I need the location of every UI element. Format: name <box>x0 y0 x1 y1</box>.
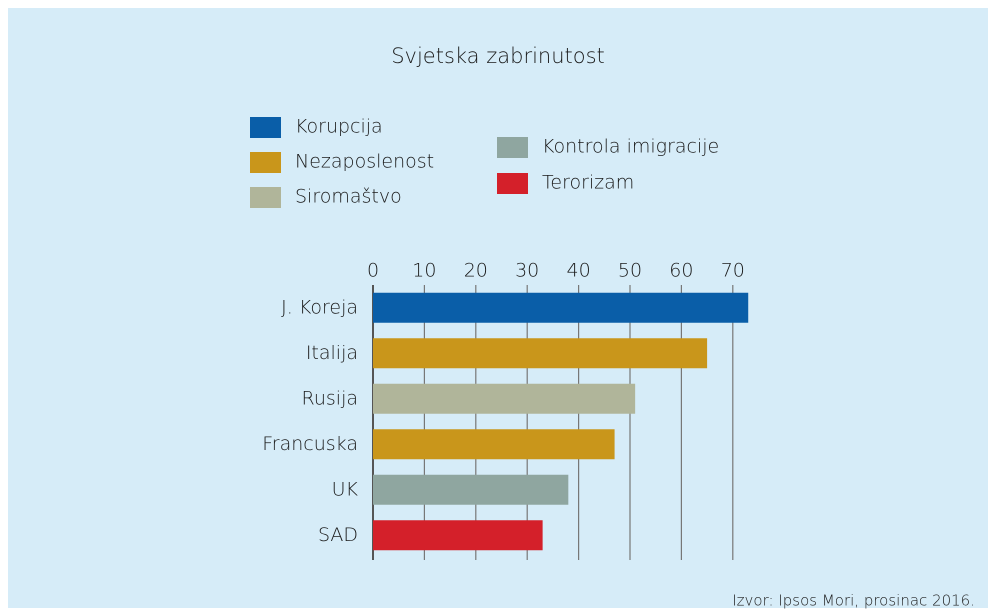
legend-label: Siromaštvo <box>295 186 402 208</box>
legend-label: Nezaposlenost <box>295 151 434 173</box>
y-tick-label: Rusija <box>302 387 359 409</box>
legend-label: Terorizam <box>542 172 634 194</box>
y-tick-label: SAD <box>318 524 358 546</box>
legend-swatch <box>250 187 281 208</box>
source-note: Izvor: Ipsos Mori, prosinac 2016. <box>732 592 975 610</box>
x-tick-label: 0 <box>367 260 379 282</box>
legend-swatch <box>497 173 528 194</box>
bar <box>373 292 749 323</box>
x-tick-label: 70 <box>721 260 745 282</box>
x-tick-label: 10 <box>412 260 436 282</box>
x-tick-label: 50 <box>618 260 642 282</box>
y-tick-label: Francuska <box>262 433 358 455</box>
y-tick-label: Italija <box>306 342 358 364</box>
x-tick-label: 20 <box>464 260 488 282</box>
y-tick-label: J. Koreja <box>281 296 358 318</box>
y-tick-label: UK <box>332 478 359 500</box>
bar <box>373 474 569 505</box>
legend-label: Korupcija <box>295 116 383 138</box>
bar <box>373 338 708 369</box>
bar <box>373 520 543 551</box>
chart-title: Svjetska zabrinutost <box>391 44 605 68</box>
bar <box>373 429 615 460</box>
legend-swatch <box>250 117 281 138</box>
legend-swatch <box>497 137 528 158</box>
legend-swatch <box>250 152 281 173</box>
legend-label: Kontrola imigracije <box>542 136 719 158</box>
bar <box>373 383 636 414</box>
x-tick-label: 40 <box>567 260 591 282</box>
x-tick-label: 30 <box>515 260 539 282</box>
x-tick-label: 60 <box>669 260 693 282</box>
